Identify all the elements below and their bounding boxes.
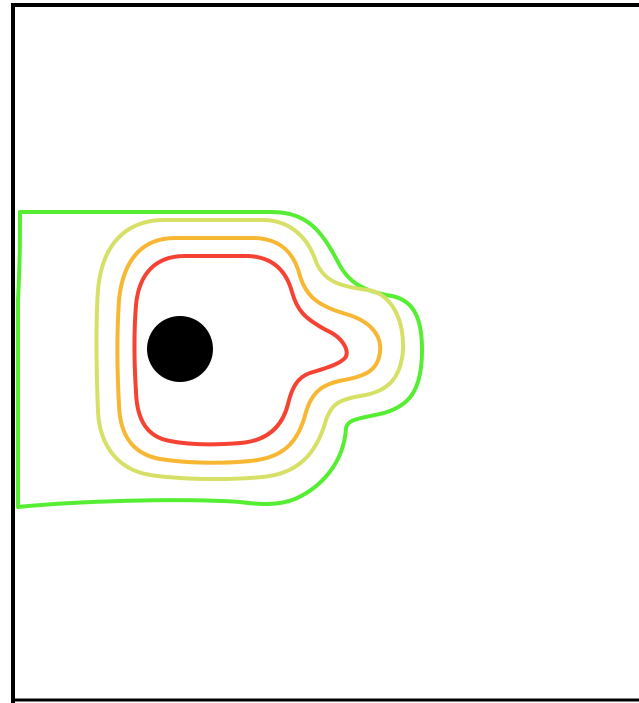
second-contour [115,236,383,465]
third-contour [94,218,406,482]
frame-border [11,3,639,703]
source-marker [147,316,213,382]
inner-contour [132,254,349,447]
outer-contour [16,210,424,509]
